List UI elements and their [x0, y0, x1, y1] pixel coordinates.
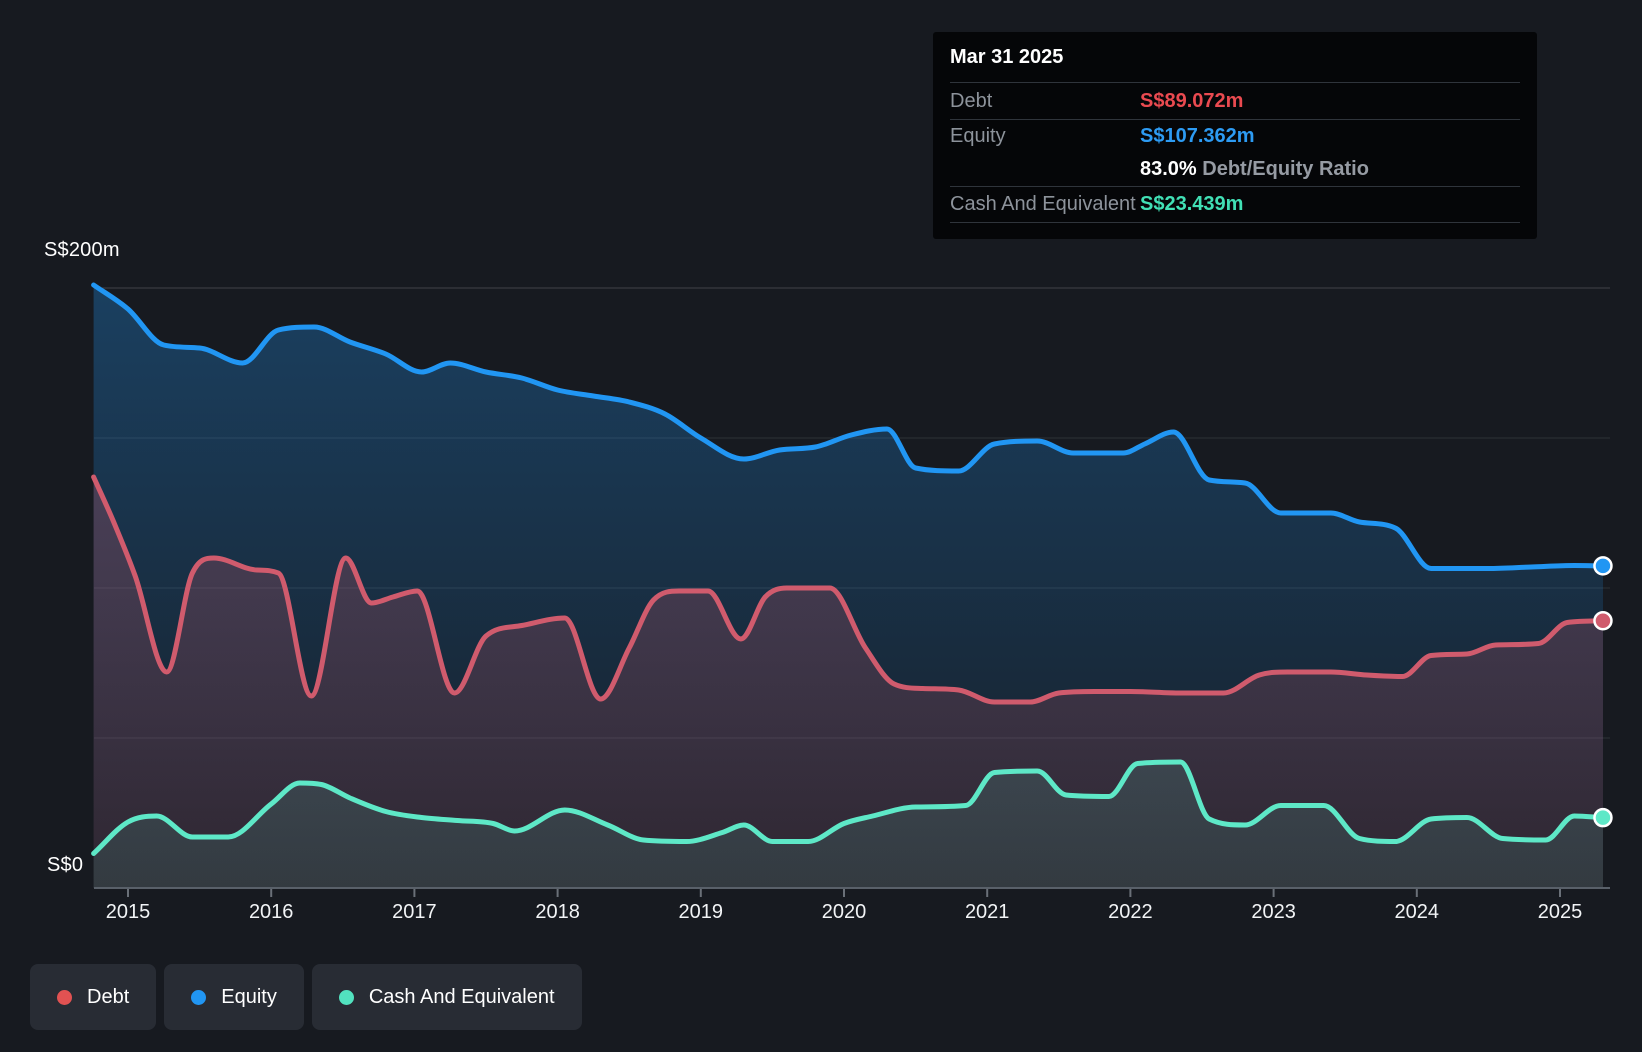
- tooltip-label: Equity: [950, 124, 1006, 147]
- debt-area: [93, 477, 1604, 888]
- tooltip-row-equity: Equity S$107.362m: [950, 120, 1520, 152]
- cash-and-equivalent-area: [93, 762, 1604, 888]
- tooltip-row-debt: Debt S$89.072m: [950, 83, 1520, 120]
- x-tick-label-2023: 2023: [1251, 901, 1296, 923]
- x-tick-label-2019: 2019: [678, 901, 724, 923]
- x-tick-label-2017: 2017: [392, 901, 437, 923]
- tooltip-row-debt-equity-ratio: 83.0% Debt/Equity Ratio: [950, 152, 1520, 187]
- y-axis-top-label: S$200m: [44, 239, 120, 261]
- debt-end-dot[interactable]: [1593, 611, 1613, 631]
- tooltip-date: Mar 31 2025: [950, 32, 1520, 83]
- tooltip-row-cash-and-equivalent: Cash And Equivalent S$23.439m: [950, 187, 1520, 223]
- x-tick-label-2018: 2018: [535, 901, 580, 923]
- legend-dot-icon: [57, 989, 72, 1005]
- tooltip-value: S$89.072m: [1140, 89, 1244, 112]
- tooltip-label: Debt: [950, 89, 993, 112]
- x-tick-label-2025: 2025: [1537, 901, 1583, 923]
- cash-and-equivalent-end-dot[interactable]: [1593, 807, 1613, 828]
- legend-chip-equity[interactable]: Equity: [164, 964, 304, 1030]
- equity-end-dot[interactable]: [1593, 556, 1613, 576]
- x-tick-label-2020: 2020: [821, 901, 867, 923]
- debt-line: [91, 474, 1606, 705]
- legend-dot-icon: [191, 989, 207, 1005]
- legend-chip-debt[interactable]: Debt: [30, 964, 157, 1030]
- legend-label: Equity: [221, 985, 277, 1008]
- cash-and-equivalent-line: [91, 759, 1606, 856]
- y-axis-zero-label: S$0: [47, 854, 84, 876]
- tooltip-label: Cash And Equivalent: [950, 193, 1136, 215]
- equity-line: [91, 282, 1606, 572]
- chart-tooltip: Mar 31 2025 Debt S$89.072m Equity S$107.362…: [933, 32, 1537, 239]
- legend-chip-cash-and-equivalent[interactable]: Cash And Equivalent: [311, 964, 582, 1030]
- tooltip-value: S$107.362m: [1140, 124, 1255, 147]
- tooltip-value: S$23.439m: [1140, 193, 1244, 215]
- x-tick-label-2024: 2024: [1394, 901, 1440, 923]
- legend-label: Debt: [87, 985, 130, 1008]
- legend-dot-icon: [338, 989, 354, 1005]
- x-tick-label-2015: 2015: [105, 901, 151, 923]
- x-tick-label-2021: 2021: [964, 901, 1010, 923]
- chart-legend: Debt Equity Cash And Equivalent: [30, 964, 582, 1030]
- legend-label: Cash And Equivalent: [368, 985, 555, 1008]
- x-tick-label-2016: 2016: [248, 901, 294, 923]
- x-tick-label-2022: 2022: [1108, 901, 1153, 923]
